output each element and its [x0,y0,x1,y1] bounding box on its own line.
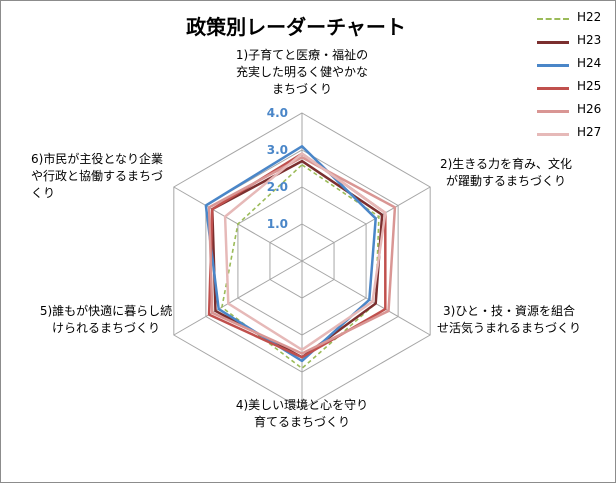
legend-swatch [537,18,569,20]
series-line-h24 [204,145,377,363]
legend-label: H27 [577,125,602,139]
legend-swatch [537,133,569,136]
axis-label-3: 3)ひと・技・資源を組合 せ活気うまれるまちづくり [436,304,581,335]
tick-label-1: 1.0 [267,217,288,231]
legend-item-h26: H26 [537,99,615,122]
legend-label: H22 [577,10,602,24]
series-line-h22 [221,164,380,370]
legend: H22 H23 H24 H25 H26 H27 [537,7,615,145]
legend-item-h27: H27 [537,122,615,145]
chart-title: 政策別レーダーチャート [186,15,406,39]
axis-label-2: 2)生きる力を育み、文化 が躍動するまちづくり [439,157,573,188]
legend-label: H24 [577,56,602,70]
tick-label-3: 3.0 [267,143,288,157]
axis-spoke-5 [173,260,303,336]
tick-label-2: 2.0 [267,180,288,194]
legend-label: H25 [577,79,602,93]
legend-swatch [537,110,569,113]
legend-label: H26 [577,102,602,116]
legend-label: H23 [577,33,602,47]
axis-label-6: 6)市民が主役となり企業 や行政と協働するまちづ くり [31,152,164,200]
legend-swatch [537,64,569,67]
legend-item-h24: H24 [537,53,615,76]
legend-item-h22: H22 [537,7,615,30]
legend-item-h23: H23 [537,30,615,53]
legend-swatch [537,41,569,44]
tick-label-4: 4.0 [267,106,288,120]
axis-label-4: 4)美しい環境と心を守り 育てるまちづくり [235,398,369,429]
axis-spoke-2 [301,186,431,262]
axis-label-5: 5)誰もが快適に暮らし続 けられるまちづくり [39,304,173,335]
legend-swatch [537,87,569,90]
axis-label-1: 1)子育てと医療・福祉の 充実した明るく健やかな まちづくり [235,48,369,96]
series-line-h26 [207,156,397,355]
legend-item-h25: H25 [537,76,615,99]
axis-spoke-3 [301,260,431,336]
series-line-h27 [223,152,387,352]
